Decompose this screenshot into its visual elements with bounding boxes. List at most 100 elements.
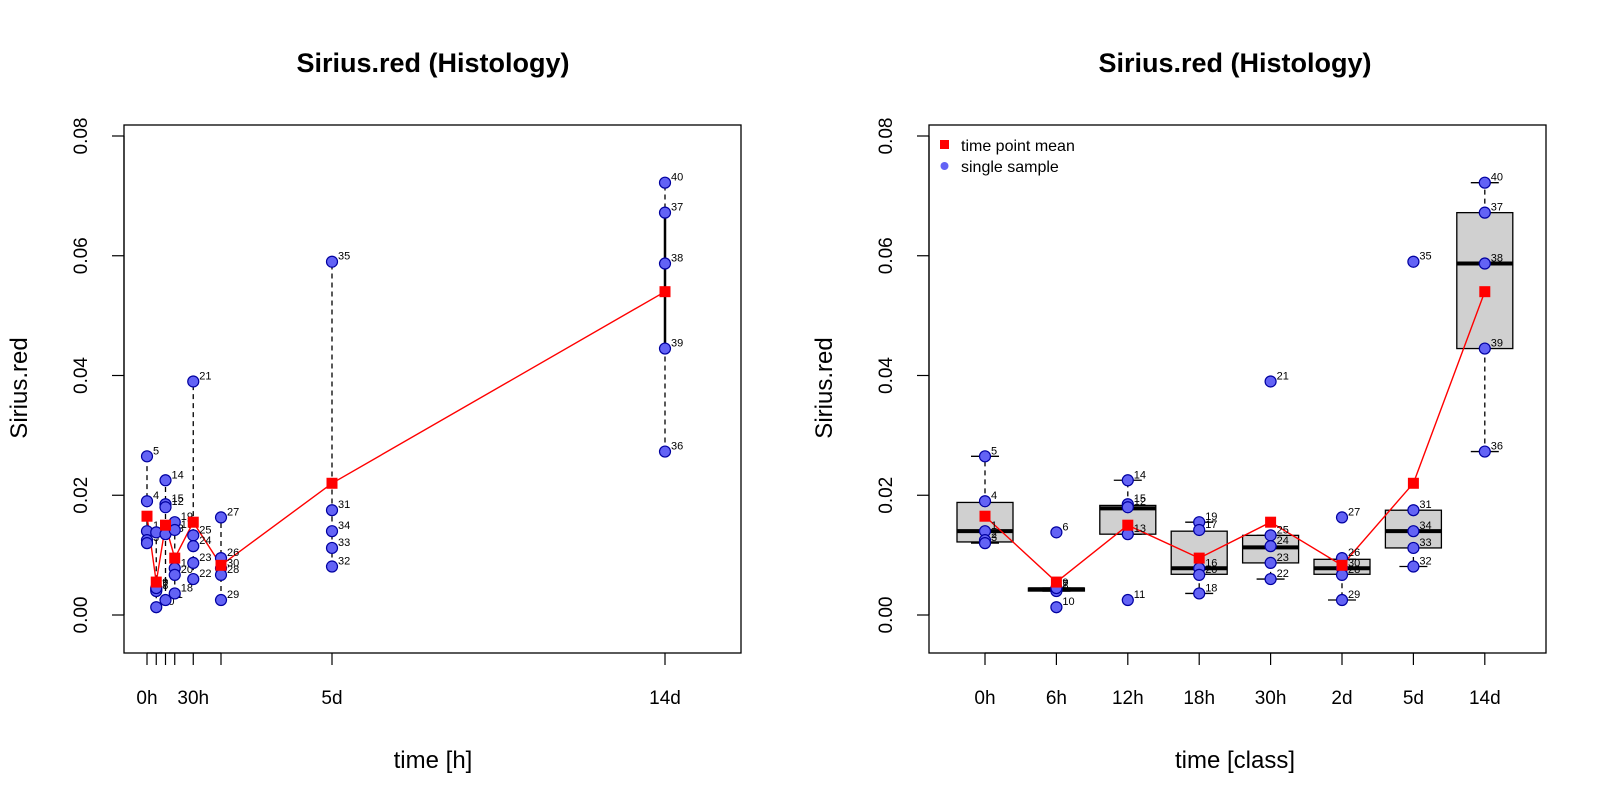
sample-label: 7 [162, 578, 168, 590]
sample-point [140, 537, 154, 550]
sample-point [1050, 601, 1063, 614]
sample-point [1264, 540, 1277, 553]
mean-marker [1050, 576, 1062, 588]
sample-point [658, 257, 672, 270]
mean-marker [326, 477, 338, 489]
x-tick-label: 30h [1255, 688, 1287, 709]
sample-label: 29 [227, 589, 239, 601]
sample-point [140, 450, 154, 463]
sample-point [1407, 504, 1420, 517]
sample-point [1193, 587, 1206, 600]
sample-label: 5 [991, 445, 997, 457]
sample-point [1407, 541, 1420, 555]
sample-label: 16 [1205, 557, 1217, 569]
y-tick-label: 0.00 [71, 597, 92, 634]
sample-label: 27 [227, 506, 239, 518]
sample-point [978, 537, 992, 550]
sample-label: 29 [1348, 589, 1360, 601]
mean-marker [1122, 519, 1134, 531]
sample-label: 30 [1348, 557, 1360, 569]
legend: time point mean single sample [940, 138, 1075, 176]
sample-label: 4 [153, 490, 159, 502]
sample-label: 3 [991, 532, 997, 544]
left-panel: Sirius.red (Histology) time [h] Sirius.r… [6, 48, 742, 774]
sample-label: 26 [227, 547, 239, 559]
sample-point [159, 474, 172, 487]
mean-marker [1265, 516, 1277, 528]
sample-label: 14 [172, 469, 184, 481]
sample-point [1264, 572, 1277, 586]
sample-point [187, 572, 200, 586]
sample-label: 40 [1491, 172, 1503, 184]
sample-label: 13 [1134, 523, 1146, 535]
sample-point [1335, 511, 1349, 524]
sample-label: 7 [1062, 578, 1068, 590]
x-tick-label: 5d [1403, 688, 1424, 709]
sample-label: 22 [1277, 568, 1289, 580]
sample-point [658, 206, 672, 219]
sample-label: 31 [338, 499, 350, 511]
sample-point [187, 529, 200, 542]
y-tick-label: 0.02 [71, 477, 92, 514]
sample-label: 10 [1062, 596, 1074, 608]
mean-line [146, 291, 666, 583]
sample-point [1335, 593, 1349, 607]
right-chart-title: Sirius.red (Histology) [1098, 48, 1371, 78]
sample-point [1121, 474, 1134, 487]
sample-label: 9 [1062, 577, 1068, 589]
y-tick-label: 0.06 [876, 237, 897, 274]
sample-point [1478, 342, 1491, 355]
sample-label: 35 [338, 251, 350, 263]
sample-label: 6 [1062, 521, 1068, 533]
sample-label: 5 [153, 445, 159, 457]
legend-label-sample: single sample [961, 159, 1059, 176]
sample-label: 25 [1277, 524, 1289, 536]
sample-point [214, 593, 228, 607]
sample-label: 12 [172, 496, 184, 508]
x-tick-label: 12h [1112, 688, 1144, 709]
x-tick-label: 0h [136, 688, 157, 709]
mean-marker [979, 510, 991, 522]
x-tick-label: 5d [321, 688, 342, 709]
sample-label: 33 [1419, 537, 1431, 549]
mean-marker [1479, 286, 1491, 298]
sample-point [1478, 176, 1491, 189]
sample-label: 37 [671, 202, 683, 214]
sample-label: 26 [1348, 547, 1360, 559]
sample-label: 39 [1491, 338, 1503, 350]
y-tick-label: 0.04 [876, 357, 897, 394]
sample-point [1407, 560, 1420, 573]
sample-label: 28 [1348, 564, 1360, 576]
x-tick-label: 30h [177, 688, 209, 709]
sample-label: 18 [181, 582, 193, 594]
right-panel: Sirius.red (Histology) time [class] Siri… [811, 48, 1547, 774]
sample-label: 38 [671, 253, 683, 265]
sample-point [658, 176, 672, 189]
y-tick-label: 0.08 [876, 118, 897, 155]
sample-label: 8 [1062, 580, 1068, 592]
x-tick-label: 14d [649, 688, 681, 709]
mean-marker [169, 552, 181, 564]
y-tick-label: 0.00 [876, 597, 897, 634]
sample-point [214, 511, 228, 524]
sample-point [325, 255, 339, 268]
sample-label: 30 [227, 557, 239, 569]
sample-point [150, 601, 163, 614]
sample-label: 38 [1491, 253, 1503, 265]
left-x-axis-label: time [h] [394, 747, 473, 774]
right-plot-frame [928, 124, 1547, 654]
sample-label: 34 [1419, 520, 1431, 532]
mean-marker [1336, 559, 1348, 571]
sample-label: 9 [162, 577, 168, 589]
mean-line [984, 291, 1486, 583]
sample-label: 18 [1205, 582, 1217, 594]
sample-label: 21 [1277, 370, 1289, 382]
mean-marker [160, 519, 171, 531]
right-plot-area: 0.00 0.02 0.04 0.06 0.08 0h 6h 12h 18h 30h 2d 5d 14d… [876, 118, 1514, 709]
sample-point [1264, 375, 1277, 388]
sample-point [1121, 593, 1134, 607]
sample-label: 33 [338, 537, 350, 549]
sample-label: 1 [991, 520, 997, 532]
